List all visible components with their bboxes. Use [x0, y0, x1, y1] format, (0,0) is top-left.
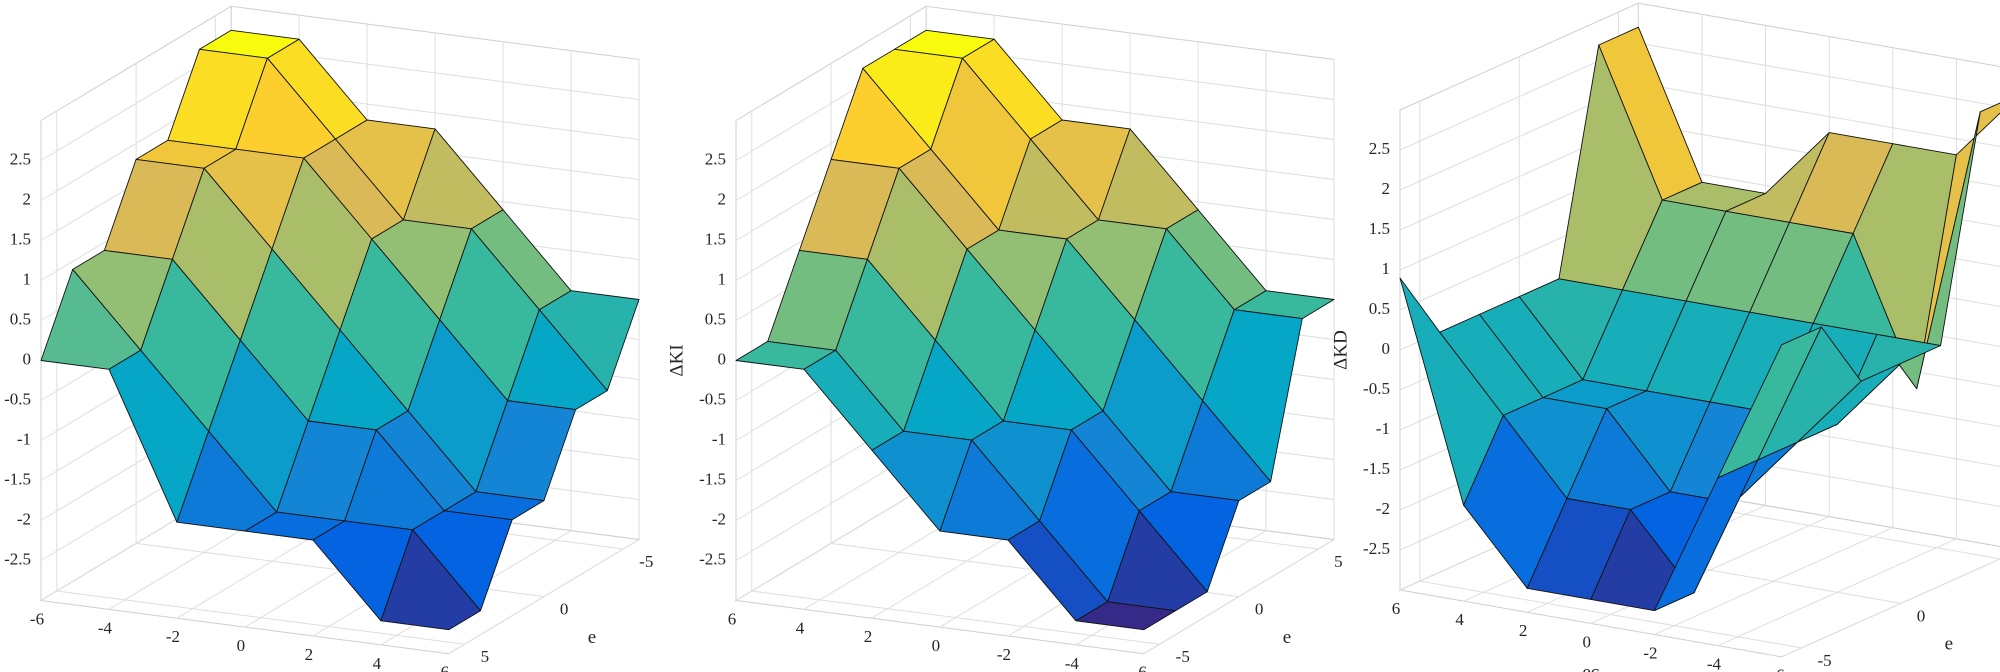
z-tick-label: -2.5	[699, 549, 726, 568]
z-tick-label: -1.5	[4, 469, 31, 488]
z-tick-label: -1	[712, 429, 726, 448]
grid-line	[1419, 101, 1802, 649]
y-tick-label: -5	[1817, 651, 1831, 670]
x-tick-label: -2	[1643, 643, 1657, 662]
x-tick-label: 2	[1519, 621, 1528, 640]
x-tick-label: -4	[1707, 655, 1722, 672]
z-tick-label: 1	[22, 269, 31, 288]
surface-patch	[1075, 601, 1176, 631]
surface-chart: -2.5 -2 -1.5 -1 -0.5 0 0.5 1 1.5 2 2.5 -6 -4 -2 0 2 4 6 -5…	[4, 5, 653, 672]
z-tick-label: -2.5	[4, 549, 31, 568]
x-tick-label: 2	[305, 645, 314, 664]
z-tick-label: -2	[1376, 499, 1390, 518]
surface-patch	[1717, 326, 1822, 479]
x-tick-label: 6	[728, 609, 737, 628]
x-tick-label: -4	[98, 618, 113, 637]
grid-line	[448, 59, 640, 655]
z-tick-label: -0.5	[699, 389, 726, 408]
z-tick-label: 2.5	[10, 149, 31, 168]
z-tick-label: -2	[712, 509, 726, 528]
x-tick-label: 4	[1455, 610, 1464, 629]
surface-patch	[380, 529, 481, 631]
z-tick-label: 2.5	[705, 149, 726, 168]
x-tick-label: 0	[932, 636, 941, 655]
y-tick-label: 0	[1917, 606, 1926, 625]
grid-line	[1143, 59, 1335, 655]
z-tick-label: 2.5	[1369, 139, 1390, 158]
z-tick-label: 0.5	[10, 309, 31, 328]
x-tick-label: 4	[373, 654, 382, 672]
z-tick-label: 2	[717, 189, 726, 208]
x-tick-label: -2	[166, 627, 180, 646]
z-tick-label: 0.5	[1369, 299, 1390, 318]
y-tick-label: 0	[1255, 600, 1264, 619]
y-axis-label: e	[588, 627, 596, 648]
surface-chart: -2.5 -2 -1.5 -1 -0.5 0 0.5 1 1.5 2 2.5 -6 -4 -2 0 2 4 6 -5…	[1330, 2, 2000, 672]
x-axis-label: ec	[931, 665, 948, 672]
z-tick-label: 2	[1381, 179, 1390, 198]
z-tick-label: -0.5	[1363, 379, 1390, 398]
z-tick-label: -1.5	[699, 469, 726, 488]
y-tick-label: -5	[1176, 647, 1190, 666]
z-tick-label: -2.5	[1363, 539, 1390, 558]
z-tick-label: 1.5	[1369, 219, 1390, 238]
z-tick-label: -1	[1376, 419, 1390, 438]
x-tick-label: -6	[1770, 666, 1784, 672]
z-tick-label: -1	[17, 429, 31, 448]
z-tick-label: 1	[717, 269, 726, 288]
z-tick-label: -2	[17, 509, 31, 528]
y-axis-label: e	[1945, 634, 1953, 655]
surface-chart: -2.5 -2 -1.5 -1 -0.5 0 0.5 1 1.5 2 2.5 -6 -4 -2 0 2 4 6 -5…	[666, 5, 1343, 672]
x-tick-label: -6	[30, 609, 44, 628]
z-axis-label: ΔKD	[1330, 330, 1351, 370]
y-tick-label: 5	[481, 647, 490, 666]
x-tick-label: 0	[237, 636, 246, 655]
z-tick-label: 0	[22, 349, 31, 368]
z-tick-label: 1.5	[10, 229, 31, 248]
z-tick-label: -1.5	[1363, 459, 1390, 478]
grid-line	[751, 111, 1160, 645]
z-tick-label: -0.5	[4, 389, 31, 408]
y-tick-label: -5	[639, 552, 653, 571]
x-tick-label: 0	[1583, 632, 1592, 651]
x-axis-label: ec	[1582, 662, 1599, 672]
y-axis-label: e	[1283, 627, 1291, 648]
z-tick-label: 1	[1381, 259, 1390, 278]
x-tick-label: 6	[1392, 599, 1401, 618]
x-tick-label: 2	[864, 627, 873, 646]
z-tick-label: 1.5	[705, 229, 726, 248]
x-tick-label: 6	[441, 663, 450, 672]
z-tick-label: 0	[1381, 339, 1390, 358]
x-tick-label: -6	[1133, 663, 1147, 672]
x-tick-label: -2	[997, 645, 1011, 664]
grid-line	[56, 111, 465, 645]
y-tick-label: 5	[1334, 552, 1343, 571]
z-tick-label: 0.5	[705, 309, 726, 328]
x-tick-label: 4	[796, 618, 805, 637]
z-tick-label: 0	[717, 349, 726, 368]
z-axis-label: ΔKI	[666, 344, 687, 376]
grid-line	[1781, 558, 2000, 658]
x-tick-label: -4	[1065, 654, 1080, 672]
x-axis-label: ec	[236, 665, 253, 672]
z-tick-label: 2	[22, 189, 31, 208]
y-tick-label: 0	[560, 600, 569, 619]
